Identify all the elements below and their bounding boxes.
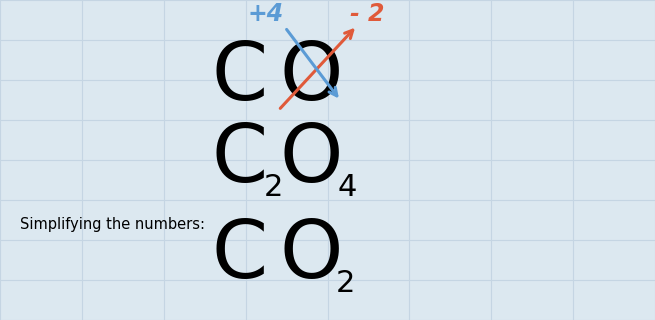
Text: 4: 4	[337, 173, 357, 202]
Text: C: C	[211, 121, 267, 199]
Text: - 2: - 2	[350, 2, 384, 26]
Text: O: O	[280, 217, 343, 295]
Text: 2: 2	[263, 173, 283, 202]
Text: 2: 2	[335, 269, 355, 298]
Text: O: O	[280, 121, 343, 199]
Text: O: O	[280, 39, 343, 117]
Text: C: C	[211, 39, 267, 117]
Text: +4: +4	[247, 2, 284, 26]
Text: Simplifying the numbers:: Simplifying the numbers:	[20, 217, 204, 231]
Text: C: C	[211, 217, 267, 295]
